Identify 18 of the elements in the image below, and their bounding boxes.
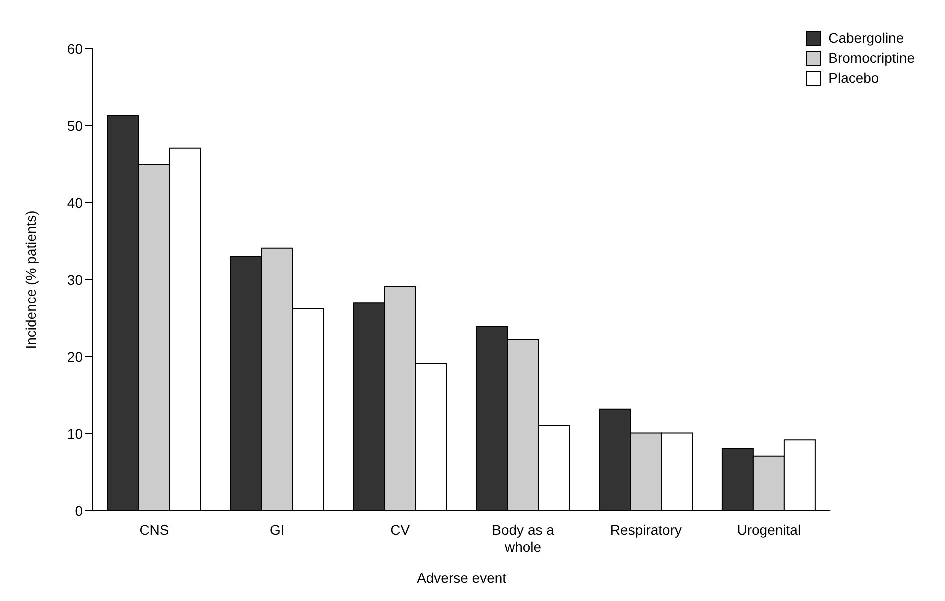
x-tick-label: Urogenital bbox=[737, 522, 802, 538]
y-tick-label: 20 bbox=[67, 348, 84, 365]
y-tick-label: 10 bbox=[67, 426, 84, 442]
legend-label: Placebo bbox=[828, 70, 880, 86]
x-tick-label: CNS bbox=[140, 522, 170, 538]
x-tick-label: CV bbox=[390, 522, 411, 538]
y-tick-label: 60 bbox=[67, 40, 84, 57]
x-tick-label: Respiratory bbox=[610, 522, 682, 538]
legend-label: Bromocriptine bbox=[828, 50, 915, 66]
y-tick-label: 50 bbox=[67, 118, 84, 134]
x-tick-label: Body as a whole bbox=[492, 522, 555, 555]
y-tick-label: 40 bbox=[67, 194, 84, 211]
y-tick-label: 0 bbox=[75, 502, 84, 519]
y-axis-title: Incidence (% patients) bbox=[22, 210, 39, 350]
legend-label: Cabergoline bbox=[828, 30, 904, 46]
y-tick-label: 30 bbox=[67, 272, 84, 288]
x-tick-label: GI bbox=[270, 522, 285, 538]
x-axis-title: Adverse event bbox=[417, 570, 507, 586]
